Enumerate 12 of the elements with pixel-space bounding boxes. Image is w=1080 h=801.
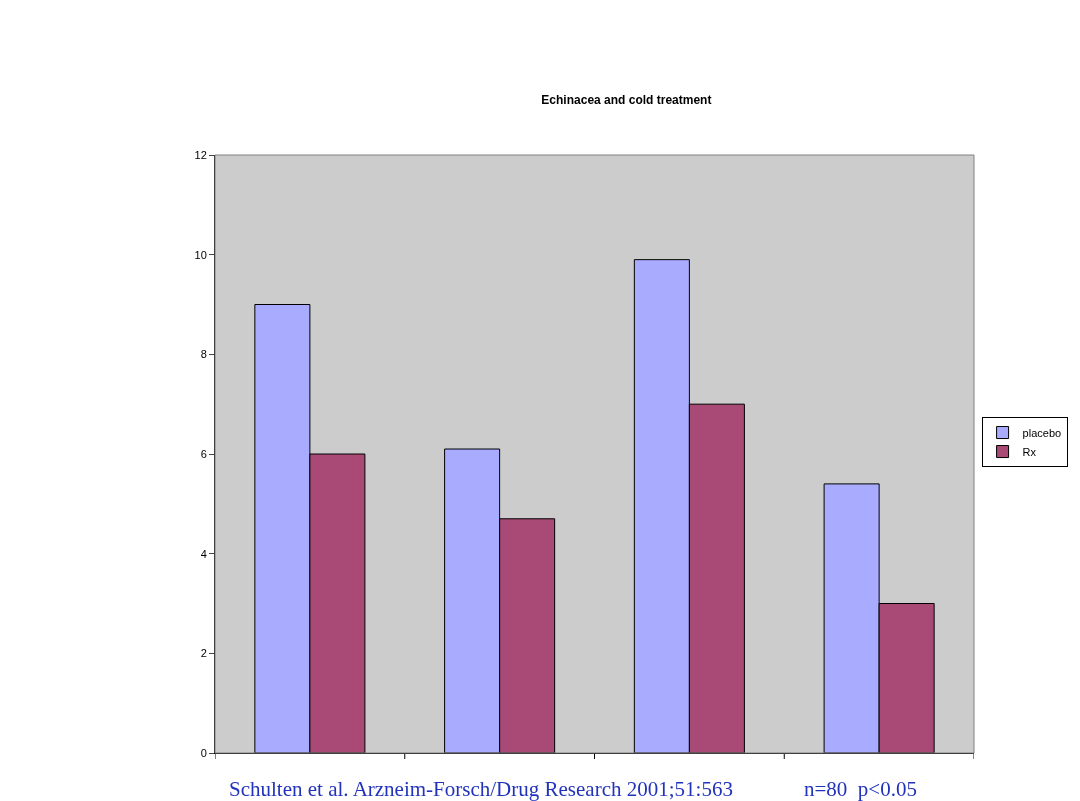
y-tick-label: 10 [194, 248, 207, 261]
legend-label: Rx [1022, 445, 1037, 458]
y-tick-label: 4 [200, 547, 207, 560]
text: n=80 p<0.05 [804, 777, 917, 801]
legend-label: placebo [1022, 426, 1062, 439]
y-tick-label: 8 [200, 348, 207, 361]
y-tick-label: 2 [200, 647, 207, 660]
y-tick-label: 0 [200, 746, 207, 759]
chart-title: Echinacea and cold treatment [541, 93, 712, 108]
y-tick-label: 12 [194, 148, 207, 161]
y-tick-label: 6 [200, 447, 207, 460]
text: Schulten et al. Arzneim-Forsch/Drug Research 2001;51:563 [229, 777, 733, 801]
